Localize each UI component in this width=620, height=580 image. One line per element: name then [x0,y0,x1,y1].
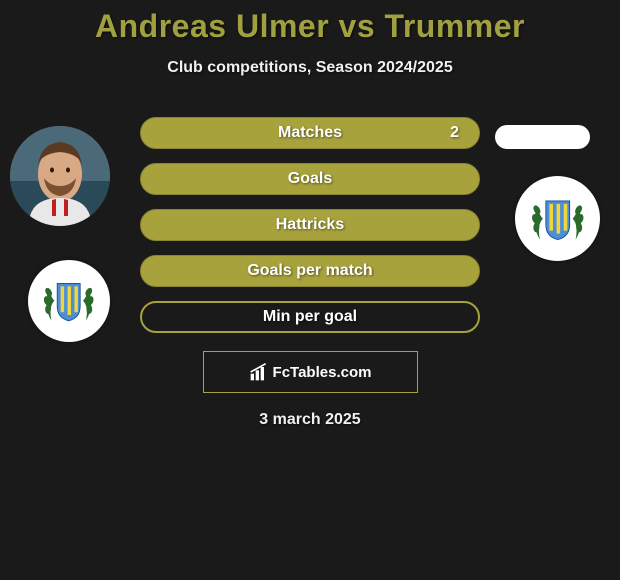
stat-label: Goals per match [247,262,372,280]
footer-date: 3 march 2025 [0,411,620,429]
player1-avatar [10,126,110,226]
stat-label: Matches [278,124,342,142]
player2-club-badge [515,176,600,261]
bar-chart-icon [249,362,269,382]
stat-value-right: 2 [450,124,459,142]
subtitle: Club competitions, Season 2024/2025 [0,59,620,77]
stat-label: Min per goal [263,308,357,326]
stat-label: Hattricks [276,216,344,234]
page-title: Andreas Ulmer vs Trummer [0,0,620,45]
player1-club-badge [28,260,110,342]
stat-label: Goals [288,170,332,188]
footer-brand: FcTables.com [203,351,418,393]
stat-row-goals-per-match: Goals per match [140,255,480,287]
stat-row-goals: Goals [140,163,480,195]
stat-row-matches: Matches 2 [140,117,480,149]
stat-row-min-per-goal: Min per goal [140,301,480,333]
stat-row-hattricks: Hattricks [140,209,480,241]
footer-brand-text: FcTables.com [273,364,372,381]
blank-pill [495,125,590,149]
